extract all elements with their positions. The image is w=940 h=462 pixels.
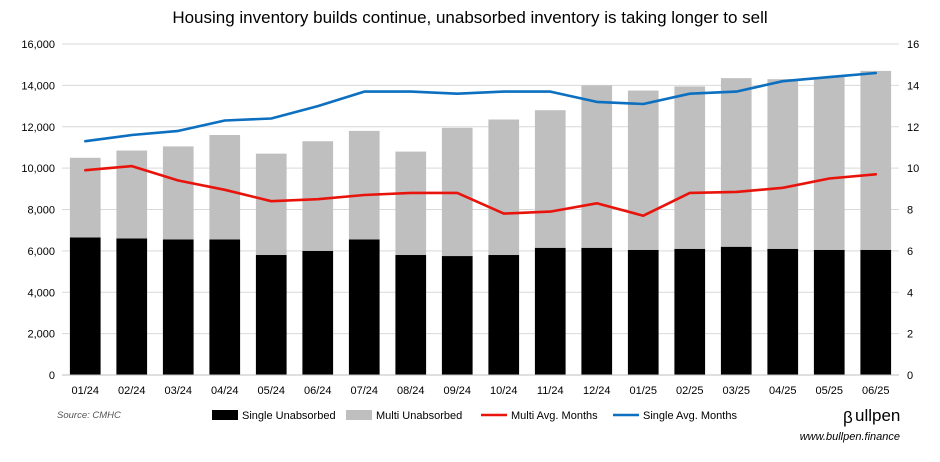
x-tick-label: 11/24 — [537, 385, 564, 397]
y-right-tick-label: 6 — [907, 246, 913, 258]
bar-multi-unabsorbed — [720, 78, 752, 247]
bar-multi-unabsorbed — [255, 153, 287, 256]
x-tick-label: 12/24 — [583, 385, 611, 397]
y-left-tick-label: 2,000 — [27, 329, 55, 341]
bar-multi-unabsorbed — [488, 119, 520, 256]
y-left-tick-label: 16,000 — [21, 39, 55, 51]
x-tick-label: 06/25 — [862, 385, 890, 397]
y-right-tick-label: 4 — [907, 287, 913, 299]
x-tick-label: 03/25 — [722, 385, 750, 397]
bar-single-unabsorbed — [69, 237, 101, 375]
bar-multi-unabsorbed — [116, 150, 148, 239]
bar-single-unabsorbed — [813, 249, 845, 375]
bar-single-unabsorbed — [767, 248, 799, 375]
legend-label: Single Unabsorbed — [242, 410, 336, 422]
bar-single-unabsorbed — [255, 255, 287, 375]
bar-single-unabsorbed — [395, 255, 427, 375]
bar-single-unabsorbed — [162, 239, 194, 375]
x-tick-label: 03/24 — [164, 385, 192, 397]
bar-multi-unabsorbed — [860, 70, 892, 250]
legend: Single Unabsorbed Multi Unabsorbed Multi A… — [212, 410, 737, 422]
x-tick-label: 01/24 — [71, 385, 99, 397]
bars — [69, 70, 892, 375]
x-tick-label: 04/25 — [769, 385, 797, 397]
legend-label: Multi Unabsorbed — [376, 410, 462, 422]
bar-multi-unabsorbed — [395, 151, 427, 256]
x-tick-label: 04/24 — [211, 385, 239, 397]
legend-swatch — [212, 410, 238, 420]
x-tick-label: 05/24 — [257, 385, 285, 397]
bar-single-unabsorbed — [488, 255, 520, 375]
y-right-tick-label: 14 — [907, 80, 919, 92]
source-note: Source: CMHC — [57, 410, 121, 421]
bar-single-unabsorbed — [860, 249, 892, 375]
bar-multi-unabsorbed — [534, 110, 566, 248]
bar-multi-unabsorbed — [674, 86, 706, 249]
x-tick-label: 06/24 — [304, 385, 332, 397]
bar-single-unabsorbed — [116, 238, 148, 375]
y-left-tick-label: 4,000 — [27, 287, 55, 299]
bar-single-unabsorbed — [581, 247, 613, 375]
bar-multi-unabsorbed — [581, 85, 613, 248]
y-right-tick-label: 2 — [907, 329, 913, 341]
y-left-tick-label: 6,000 — [27, 246, 55, 258]
y-left-tick-label: 12,000 — [21, 122, 55, 134]
brand-logo: β ullpen — [843, 406, 900, 427]
y-right-tick-label: 0 — [907, 370, 913, 382]
legend-swatch — [346, 410, 372, 420]
x-tick-label: 08/24 — [397, 385, 425, 397]
x-tick-label: 02/25 — [676, 385, 704, 397]
bar-single-unabsorbed — [441, 256, 473, 375]
line-multi-avg-months — [84, 164, 878, 217]
x-tick-label: 05/25 — [815, 385, 843, 397]
bar-single-unabsorbed — [534, 247, 566, 375]
y-left-tick-label: 8,000 — [27, 205, 55, 217]
bar-single-unabsorbed — [302, 250, 334, 375]
legend-single-unabsorbed: Single Unabsorbed — [212, 410, 336, 422]
y-right-tick-label: 8 — [907, 205, 913, 217]
bar-single-unabsorbed — [627, 249, 659, 375]
bar-multi-unabsorbed — [767, 79, 799, 249]
bar-multi-unabsorbed — [813, 77, 845, 250]
brand-logo-text: ullpen — [855, 406, 900, 425]
legend-multi-unabsorbed: Multi Unabsorbed — [346, 410, 462, 422]
bar-single-unabsorbed — [674, 248, 706, 375]
y-left-tick-label: 14,000 — [21, 80, 55, 92]
chart-title: Housing inventory builds continue, unabs… — [172, 8, 768, 27]
y-right-tick-label: 16 — [907, 39, 919, 51]
legend-label: Multi Avg. Months — [511, 410, 598, 422]
bar-single-unabsorbed — [209, 239, 241, 375]
legend-label: Single Avg. Months — [643, 410, 737, 422]
legend-single-avg-months: Single Avg. Months — [613, 410, 737, 422]
x-tick-label: 10/24 — [490, 385, 518, 397]
x-tick-label: 07/24 — [350, 385, 378, 397]
line-single-avg-months — [84, 71, 878, 143]
y-left-tick-label: 0 — [49, 370, 55, 382]
y-left-tick-label: 10,000 — [21, 163, 55, 175]
axes: 0 2,000 4,000 6,000 8,000 10,000 12,000 14,000 1… — [21, 39, 919, 397]
legend-multi-avg-months: Multi Avg. Months — [481, 410, 598, 422]
lines — [84, 71, 878, 217]
bar-multi-unabsorbed — [627, 90, 659, 250]
brand-logo-mark: β — [843, 408, 853, 427]
y-right-tick-label: 12 — [907, 122, 919, 134]
x-tick-label: 01/25 — [629, 385, 657, 397]
y-right-tick-label: 10 — [907, 163, 919, 175]
bar-single-unabsorbed — [720, 246, 752, 375]
bar-multi-unabsorbed — [348, 130, 380, 240]
website-label: www.bullpen.finance — [800, 431, 900, 443]
x-tick-label: 09/24 — [443, 385, 471, 397]
bar-multi-unabsorbed — [162, 146, 194, 240]
x-tick-label: 02/24 — [118, 385, 146, 397]
bar-multi-unabsorbed — [302, 141, 334, 251]
bar-single-unabsorbed — [348, 239, 380, 375]
